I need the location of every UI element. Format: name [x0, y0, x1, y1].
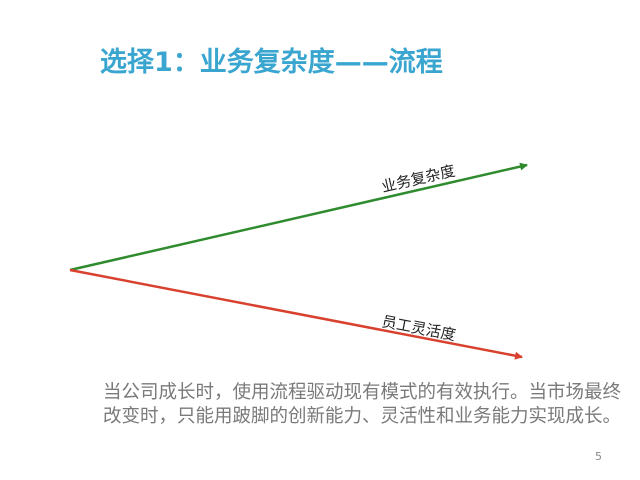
body-line: 改变时，只能用跛脚的创新能力、灵活性和业务能力实现成长。 [103, 406, 622, 427]
body-text: 当公司成长时，使用流程驱动现有模式的有效执行。当市场最终 改变时，只能用跛脚的创… [103, 381, 623, 429]
employee-flexibility-arrow [69, 268, 523, 360]
business-complexity-arrow [69, 162, 528, 272]
body-line: 当公司成长时，使用流程驱动现有模式的有效执行。当市场最终 [103, 382, 622, 403]
page-number: 5 [595, 450, 602, 463]
slide-title: 选择1：业务复杂度——流程 [100, 47, 443, 78]
